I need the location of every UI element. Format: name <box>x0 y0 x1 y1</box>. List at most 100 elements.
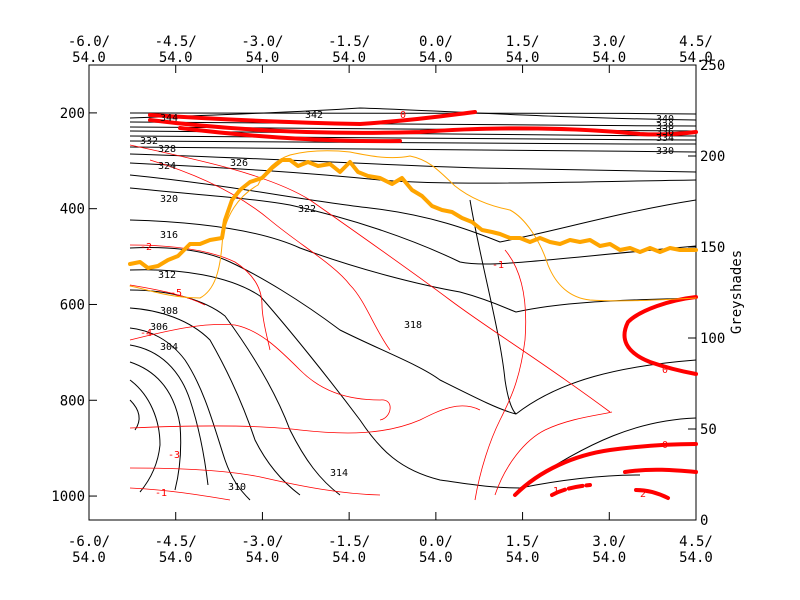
wind-label-0-right: 0 <box>662 365 668 376</box>
theta-label-338: 338 <box>656 121 674 132</box>
theta-line-318-top <box>129 247 697 415</box>
y-tick-right-5: 250 <box>700 58 725 74</box>
wind-label-m1-a: -1 <box>492 260 504 271</box>
wind-line-d <box>129 284 206 306</box>
x-tick-bottom-3-line2: 54.0 <box>332 550 366 566</box>
x-tick-bottom-7-line1: 4.5/ <box>679 534 713 550</box>
tropopause <box>128 150 698 302</box>
y-tick-labels-right: 0 50 100 150 200 250 <box>700 58 725 529</box>
x-ticks-bottom <box>88 512 697 520</box>
x-tick-bottom-7-line2: 54.0 <box>679 550 713 566</box>
wind-thick-bottom-1 <box>513 442 698 497</box>
x-tick-top-6-line1: 3.0/ <box>592 34 626 50</box>
wind-label-m2: -2 <box>140 242 152 253</box>
y-ticks-left <box>89 112 97 497</box>
x-tick-top-7-line2: 54.0 <box>679 50 713 66</box>
tropopause-thin <box>129 150 697 302</box>
y-tick-right-3: 150 <box>700 240 725 256</box>
plot-frame <box>88 64 697 521</box>
wind-contours <box>129 144 613 501</box>
theta-label-306: 306 <box>150 322 168 333</box>
wind-line-h <box>129 487 231 501</box>
theta-line-304 <box>129 379 161 493</box>
x-tick-bottom-5-line1: 1.5/ <box>506 534 540 550</box>
theta-labels: 344 342 340 338 336 334 332 330 328 326 … <box>140 110 674 493</box>
x-tick-top-1-line1: -4.5/ <box>155 34 197 50</box>
wind-label-0-bottom: 0 <box>662 440 668 451</box>
x-tick-bottom-2-line2: 54.0 <box>246 550 280 566</box>
wind-thick <box>148 110 698 500</box>
x-tick-top-7-line1: 4.5/ <box>679 34 713 50</box>
theta-label-342: 342 <box>305 110 323 121</box>
wind-label-2: 2 <box>640 489 646 500</box>
wind-label-m3: -3 <box>168 450 180 461</box>
y-tick-labels-left: 200 400 600 800 1000 <box>51 106 85 505</box>
theta-line-342 <box>129 107 697 121</box>
wind-label-m5: -5 <box>170 288 182 299</box>
theta-label-344: 344 <box>160 113 178 124</box>
theta-label-332: 332 <box>140 136 158 147</box>
wind-thick-right-loop <box>622 295 698 376</box>
x-tick-top-0-line2: 54.0 <box>72 50 106 66</box>
y-tick-right-2: 100 <box>700 331 725 347</box>
wind-thick-bottom-3 <box>550 483 592 497</box>
theta-label-310: 310 <box>228 482 246 493</box>
x-tick-top-5-line1: 1.5/ <box>506 34 540 50</box>
x-tick-top-0-line1: -6.0/ <box>68 34 110 50</box>
wind-thick-bottom-2 <box>623 467 698 474</box>
theta-label-326: 326 <box>230 158 248 169</box>
theta-label-340: 340 <box>656 114 674 125</box>
x-tick-bottom-0-line2: 54.0 <box>72 550 106 566</box>
theta-label-316: 316 <box>160 230 178 241</box>
y-tick-left-2: 600 <box>60 297 85 313</box>
x-tick-bottom-4-line1: 0.0/ <box>419 534 453 550</box>
theta-label-318: 318 <box>404 320 422 331</box>
wind-line-i <box>474 249 527 501</box>
y-tick-right-1: 50 <box>700 422 717 438</box>
wind-line-j <box>494 411 613 496</box>
x-tick-top-4-line1: 0.0/ <box>419 34 453 50</box>
wind-line-e <box>129 324 391 421</box>
x-tick-top-3-line2: 54.0 <box>332 50 366 66</box>
x-tick-bottom-1-line1: -4.5/ <box>155 534 197 550</box>
wind-line-c <box>129 244 271 351</box>
x-tick-bottom-3-line1: -1.5/ <box>328 534 370 550</box>
theta-label-312: 312 <box>158 270 176 281</box>
theta-label-324: 324 <box>158 161 176 172</box>
x-tick-top-3-line1: -1.5/ <box>328 34 370 50</box>
theta-line-310 <box>129 327 251 501</box>
theta-line-328 <box>129 153 697 173</box>
x-tick-bottom-0-line1: -6.0/ <box>68 534 110 550</box>
wind-labels: 0 -1 -2 -3 -4 -5 1 2 0 0 -1 <box>140 110 668 500</box>
wind-thick-top-1 <box>148 110 477 127</box>
x-tick-top-4-line2: 54.0 <box>419 50 453 66</box>
x-tick-labels-top: -6.0/ 54.0 -4.5/ 54.0 -3.0/ 54.0 -1.5/ 5… <box>68 34 713 66</box>
x-tick-bottom-2-line1: -3.0/ <box>241 534 283 550</box>
wind-line-g <box>129 467 381 496</box>
wind-label-m4: -4 <box>140 328 152 339</box>
wind-label-1: 1 <box>553 486 559 497</box>
y-tick-right-4: 200 <box>700 149 725 165</box>
theta-line-306 <box>129 361 182 491</box>
wind-label-0-top: 0 <box>400 110 406 121</box>
theta-line-312 <box>129 307 301 496</box>
theta-label-328: 328 <box>158 144 176 155</box>
theta-line-320-lower <box>469 199 517 415</box>
x-tick-bottom-6-line1: 3.0/ <box>592 534 626 550</box>
y-tick-left-4: 1000 <box>51 489 85 505</box>
wind-line-b <box>149 159 391 351</box>
theta-line-308 <box>129 344 209 486</box>
theta-line-lower-left <box>129 399 140 431</box>
tropopause-thick <box>128 158 698 270</box>
right-axis-title: Greyshades <box>729 250 745 334</box>
x-tick-top-1-line2: 54.0 <box>159 50 193 66</box>
x-tick-bottom-5-line2: 54.0 <box>506 550 540 566</box>
x-tick-bottom-1-line2: 54.0 <box>159 550 193 566</box>
theta-line-330 <box>129 146 697 153</box>
y-tick-left-3: 800 <box>60 393 85 409</box>
x-tick-top-2-line2: 54.0 <box>246 50 280 66</box>
theta-line-314 <box>129 289 341 496</box>
theta-label-320: 320 <box>160 194 178 205</box>
theta-line-322 <box>129 187 697 265</box>
